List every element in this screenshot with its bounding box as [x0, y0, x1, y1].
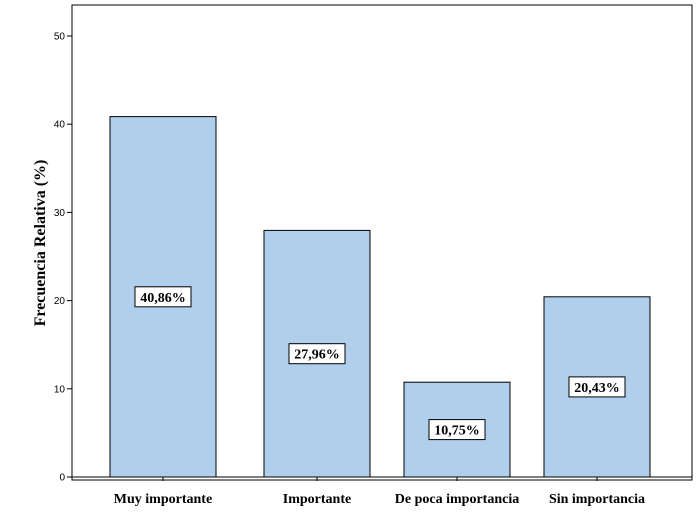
y-tick-label: 40 — [54, 120, 66, 131]
y-tick-label: 10 — [54, 384, 66, 395]
data-label: 20,43% — [574, 381, 620, 396]
y-tick-label: 50 — [54, 32, 66, 43]
y-axis-title: Frecuencia Relativa (%) — [32, 160, 49, 327]
y-axis-ticks: 0 10 20 30 40 50 — [54, 32, 72, 484]
data-label-box — [134, 286, 192, 308]
category-label: Sin importancia — [549, 492, 645, 507]
y-tick-label: 30 — [54, 208, 66, 219]
data-label-box — [568, 376, 626, 398]
data-label: 27,96% — [294, 348, 340, 363]
data-label-box — [288, 343, 346, 365]
category-label: Importante — [283, 492, 351, 507]
data-labels-group: 40,86% 27,96% 10,75% 20,43% — [134, 286, 626, 441]
y-tick-label: 20 — [54, 296, 66, 307]
data-label: 40,86% — [140, 291, 186, 306]
data-label-box — [428, 419, 486, 441]
data-label: 10,75% — [434, 424, 480, 439]
category-label: Muy importante — [114, 492, 212, 507]
category-label: De poca importancia — [395, 492, 519, 507]
category-labels-group: Muy importante Importante De poca importan… — [72, 476, 692, 507]
y-tick-label: 0 — [59, 473, 65, 484]
